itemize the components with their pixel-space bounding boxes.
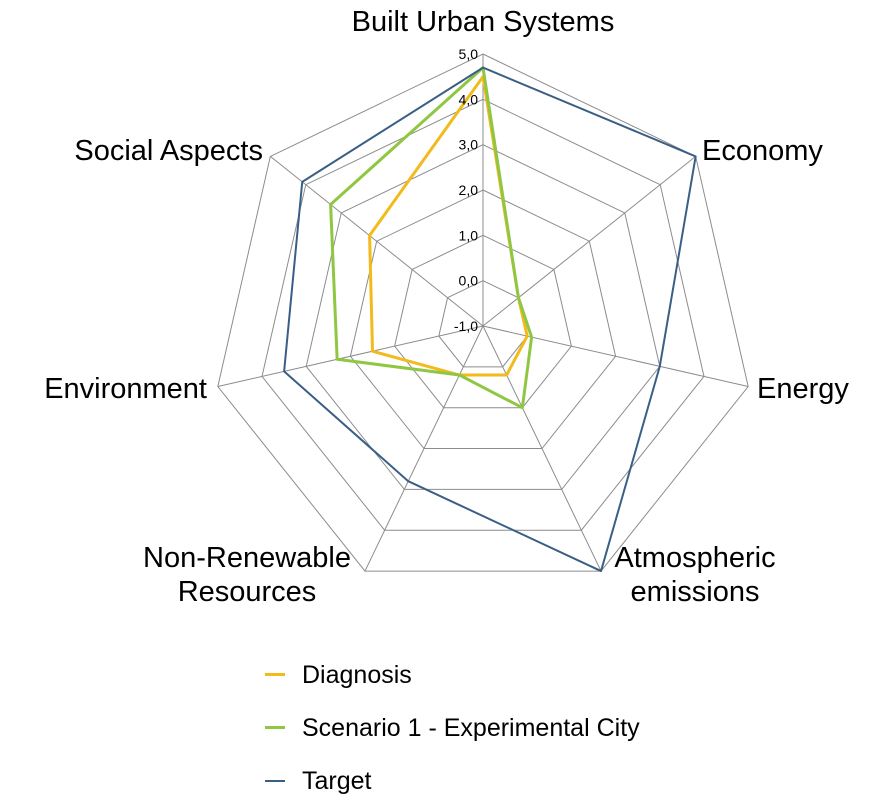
grid-spoke-3 [483,326,748,387]
radar-axis-labels: Built Urban Systems Economy Energy Atmosphe… [44,6,849,608]
legend-item-scenario-1: Scenario 1 - Experimental City [265,701,640,754]
legend-item-diagnosis: Diagnosis [265,648,640,701]
legend-swatch-target [265,780,285,782]
grid-spoke-2 [483,156,696,326]
axis-label-7: Social Aspects [74,135,263,167]
tick-label-2: 0,0 [459,273,479,289]
radar-series [284,68,696,571]
tick-label-3: 1,0 [459,227,479,243]
tick-label-7: 5,0 [459,46,479,62]
grid-spoke-6 [218,326,483,387]
legend: Diagnosis Scenario 1 - Experimental City… [265,648,640,807]
legend-label-scenario-1: Scenario 1 - Experimental City [302,713,640,743]
legend-label-target: Target [302,766,371,796]
axis-label-6: Environment [44,373,207,405]
tick-label-4: 2,0 [459,182,479,198]
series-line-2 [331,68,532,408]
tick-label-1: -1,0 [454,318,478,334]
legend-swatch-diagnosis [265,673,285,676]
legend-item-target: Target [265,754,640,807]
series-line-3 [284,68,696,571]
legend-label-diagnosis: Diagnosis [302,660,412,690]
axis-label-2: Economy [702,135,823,167]
tick-label-6: 4,0 [459,91,479,107]
legend-swatch-scenario-1 [265,726,285,729]
axis-label-3: Energy [757,373,849,405]
axis-label-1: Built Urban Systems [352,6,615,38]
tick-label-5: 3,0 [459,137,479,153]
